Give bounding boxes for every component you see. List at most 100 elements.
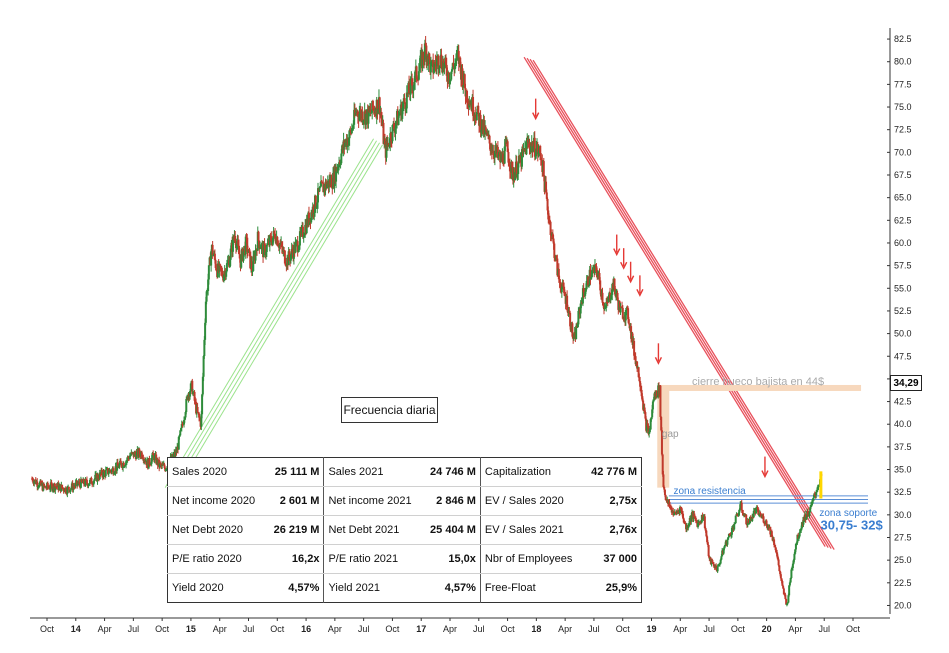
- candle-body: [49, 488, 52, 490]
- candle-body: [378, 97, 381, 115]
- candle-body: [684, 522, 687, 524]
- candle-body: [102, 470, 105, 478]
- candle-body: [568, 311, 571, 313]
- candle-body: [318, 187, 321, 192]
- candle-body: [454, 61, 457, 64]
- candle-body: [201, 394, 204, 415]
- candle-body: [812, 494, 815, 498]
- down-arrow-head: [761, 470, 769, 479]
- candle-body: [370, 112, 373, 114]
- candle-body: [633, 341, 636, 356]
- candle-body: [320, 181, 323, 183]
- candle-body: [769, 526, 772, 535]
- candle-body: [191, 380, 194, 395]
- uptrend-line: [173, 144, 384, 494]
- candle-body: [440, 54, 443, 68]
- downtrend-line: [529, 58, 832, 549]
- candle-body: [816, 486, 819, 491]
- candle-body: [401, 107, 404, 119]
- candle-body: [435, 59, 438, 67]
- y-tick-label: 60.0: [894, 238, 912, 248]
- candle-body: [399, 113, 402, 115]
- candle-body: [650, 417, 653, 419]
- candle-body: [38, 482, 41, 487]
- candle-body: [563, 293, 566, 297]
- fundamental-key: P/E ratio 2020: [167, 544, 266, 574]
- candle-body: [653, 393, 656, 401]
- candle-body: [606, 301, 609, 303]
- candle-body: [214, 260, 217, 268]
- candle-body: [702, 516, 705, 520]
- candle-body: [257, 231, 260, 241]
- candle-body: [369, 109, 372, 113]
- candle-body: [643, 407, 646, 413]
- candle-body: [358, 113, 361, 121]
- candle-body: [405, 92, 408, 109]
- candle-body: [622, 318, 625, 320]
- x-tick-label: Oct: [270, 624, 285, 634]
- candle-body: [123, 465, 126, 467]
- candle-body: [453, 63, 456, 70]
- candle-body: [98, 472, 101, 479]
- uptrend-line: [164, 138, 375, 488]
- candle-body: [93, 479, 96, 481]
- fundamental-key: EV / Sales 2021: [480, 515, 584, 545]
- candle-body: [298, 231, 301, 246]
- candle-body: [475, 112, 478, 121]
- fundamental-key: P/E ratio 2021: [323, 544, 423, 574]
- candle-body: [164, 469, 167, 471]
- fundamental-value: 37 000: [583, 544, 642, 574]
- x-tick-label: 15: [186, 624, 196, 634]
- candle-body: [480, 130, 483, 133]
- candle-body: [755, 507, 758, 514]
- x-tick-label: Apr: [213, 624, 227, 634]
- candle-body: [270, 236, 273, 243]
- candle-body: [739, 504, 742, 510]
- candle-body: [361, 111, 364, 123]
- candle-body: [651, 409, 654, 418]
- candle-body: [421, 51, 424, 69]
- candle-body: [605, 301, 608, 308]
- candle-body: [619, 306, 622, 313]
- candle-body: [579, 303, 582, 314]
- candle-body: [150, 458, 153, 464]
- candle-body: [514, 172, 517, 181]
- candle-body: [624, 310, 627, 321]
- candle-body: [250, 261, 253, 272]
- candle-body: [694, 517, 697, 519]
- candle-body: [92, 480, 95, 485]
- fundamentals-row: Net Debt 2020 26 219 M Net Debt 2021 25 404…: [167, 515, 642, 545]
- candle-body: [276, 236, 279, 246]
- candle-body: [231, 236, 234, 252]
- candle-body: [557, 268, 560, 280]
- candle-body: [533, 137, 536, 157]
- candle-body: [237, 240, 240, 246]
- candle-body: [238, 254, 241, 259]
- candle-body: [37, 486, 40, 488]
- candle-body: [338, 162, 341, 168]
- candle-body: [706, 536, 709, 543]
- candle-body: [182, 424, 185, 426]
- candle-body: [213, 253, 216, 261]
- candle-body: [312, 206, 315, 215]
- candle-body: [627, 319, 630, 324]
- y-tick-label: 52.5: [894, 306, 912, 316]
- y-tick-label: 22.5: [894, 578, 912, 588]
- candle-body: [151, 453, 154, 459]
- candle-body: [339, 163, 342, 165]
- candle-body: [423, 59, 426, 61]
- candle-body: [676, 511, 679, 513]
- candle-body: [771, 536, 774, 541]
- candle-body: [545, 181, 548, 193]
- candle-body: [206, 291, 209, 293]
- candle-body: [351, 128, 354, 130]
- candle-body: [246, 237, 249, 252]
- candle-body: [805, 517, 808, 520]
- x-tick-label: 18: [531, 624, 541, 634]
- candle-body: [129, 455, 132, 457]
- candle-body: [183, 417, 186, 421]
- x-tick-label: Apr: [558, 624, 572, 634]
- candle-body: [356, 111, 359, 117]
- latest-candle-highlight: [819, 471, 823, 499]
- candle-body: [517, 163, 520, 175]
